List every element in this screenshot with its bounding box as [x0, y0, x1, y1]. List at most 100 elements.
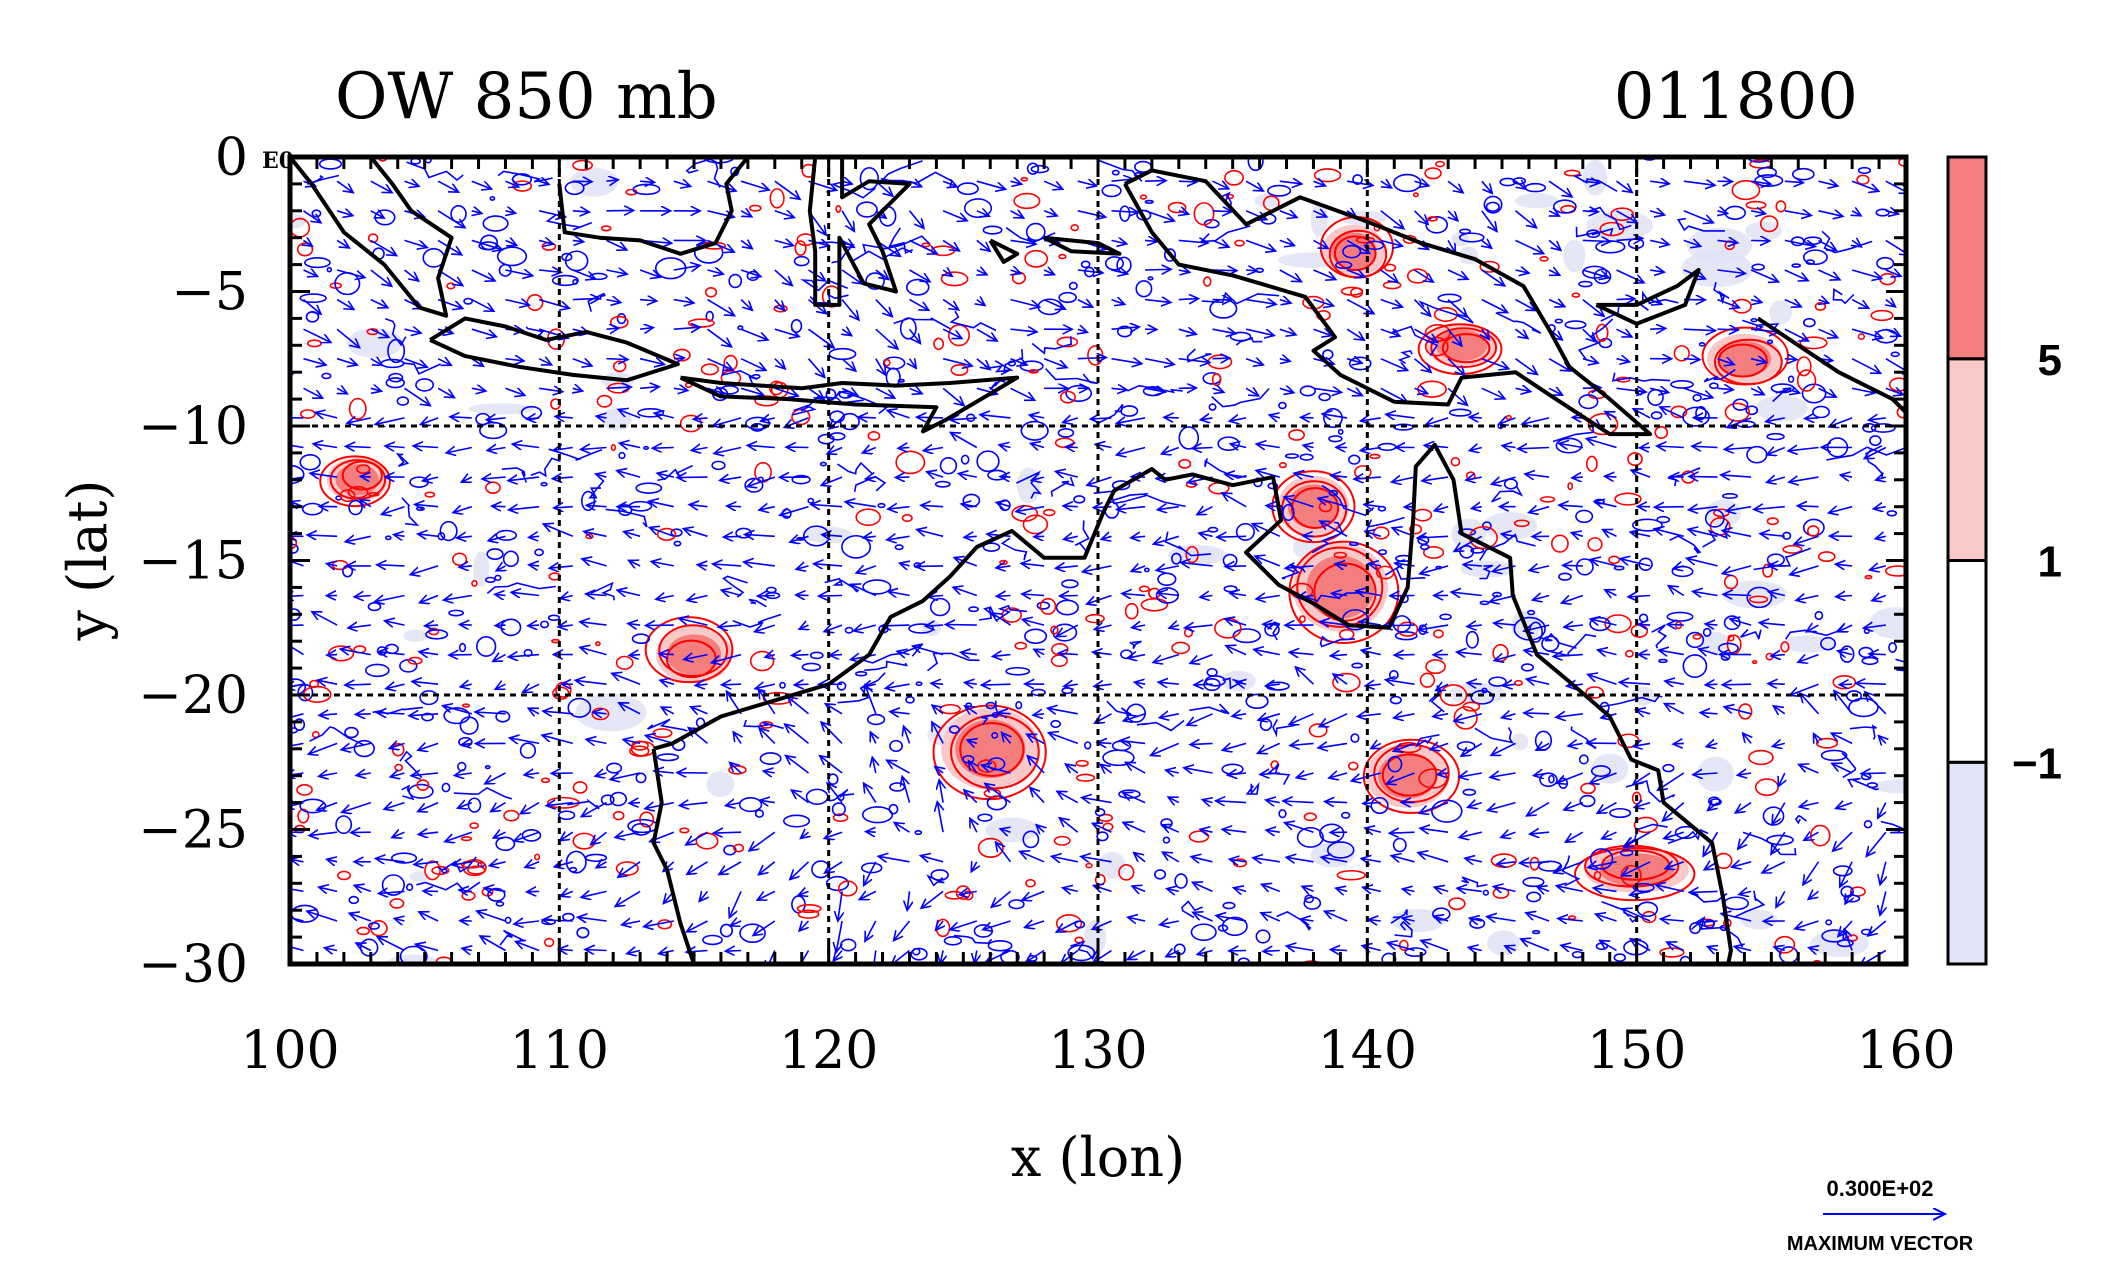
positive-contour	[1398, 939, 1409, 951]
negative-contour	[914, 829, 923, 836]
negative-contour	[1791, 263, 1802, 268]
y-tick-labels: 0 −5 −10 −15 −20 −25 −30	[138, 128, 248, 995]
positive-contour	[1654, 425, 1669, 440]
y-tick-label: −30	[138, 935, 248, 995]
wind-vector	[425, 625, 439, 626]
negative-contour	[1732, 398, 1749, 411]
negative-contour	[635, 482, 663, 494]
negative-contour	[399, 945, 428, 964]
wind-vector	[652, 448, 674, 449]
positive-contour	[1039, 597, 1057, 615]
positive-contour	[1587, 413, 1619, 436]
wind-vector	[1673, 743, 1684, 744]
wind-vector	[1655, 507, 1684, 508]
negative-contour	[1522, 876, 1545, 888]
negative-contour	[1174, 873, 1188, 889]
wind-vector	[629, 655, 641, 656]
negative-contour	[1036, 601, 1051, 610]
positive-contour	[596, 394, 613, 408]
negative-contour	[783, 814, 811, 828]
negative-contour	[889, 739, 904, 753]
positive-contour	[950, 364, 969, 376]
negative-contour	[1820, 749, 1848, 762]
reference-vector-caption: MAXIMUM VECTOR	[1787, 1233, 1974, 1255]
negative-contour	[1650, 411, 1663, 420]
negative-contour	[1431, 799, 1463, 823]
positive-contour	[796, 904, 822, 914]
wind-vector	[1861, 773, 1886, 774]
positive-contour	[297, 808, 310, 824]
wind-vector	[572, 181, 592, 182]
positive-contour	[855, 508, 882, 526]
wind-vector	[1263, 624, 1280, 625]
negative-contour	[1319, 823, 1345, 844]
y-axis-label: y (lat)	[56, 480, 119, 642]
negative-contour	[441, 782, 451, 793]
negative-contour	[635, 772, 647, 784]
negative-contour	[486, 548, 504, 560]
positive-contour	[704, 287, 718, 298]
negative-contour	[1666, 611, 1694, 622]
positive-contour	[368, 491, 380, 497]
negative-contour	[1465, 630, 1479, 649]
colorbar-segment	[1946, 155, 1988, 361]
negative-contour	[779, 681, 786, 689]
positive-contour	[1075, 773, 1096, 782]
negative-contour	[1232, 628, 1262, 644]
negative-contour	[1708, 382, 1719, 390]
wind-vector	[527, 418, 540, 419]
negative-contour	[489, 195, 496, 201]
positive-contour	[1585, 686, 1604, 699]
title-left: OW 850 mb	[335, 60, 718, 134]
wind-vector	[606, 359, 628, 360]
negative-contour	[1555, 437, 1583, 454]
wind-vector	[1717, 329, 1739, 330]
wind-vector	[360, 476, 371, 477]
positive-contour	[1766, 517, 1779, 526]
positive-contour	[1751, 659, 1758, 665]
positive-contour	[1593, 870, 1602, 881]
negative-contour	[344, 726, 359, 739]
negative-contour	[1638, 557, 1653, 571]
negative-contour	[1026, 162, 1040, 175]
negative-contour	[929, 597, 951, 617]
negative-contour	[1527, 609, 1536, 616]
negative-contour	[1439, 613, 1452, 621]
positive-contour	[1864, 574, 1873, 580]
negative-contour	[1350, 733, 1360, 743]
negative-contour	[1756, 166, 1778, 179]
negative-contour	[906, 278, 930, 296]
wind-vector	[659, 654, 674, 655]
positive-contour	[1571, 292, 1581, 298]
negative-fill	[473, 551, 490, 587]
wind-vector	[858, 417, 876, 418]
wind-vector	[945, 625, 977, 626]
negative-contour	[754, 809, 765, 818]
positive-contour	[1193, 202, 1215, 226]
negative-fill	[570, 167, 618, 197]
wind-vector	[1394, 655, 1415, 656]
colorbar-level-label: 5	[2038, 336, 2062, 385]
negative-contour	[1352, 174, 1363, 185]
wind-vector	[1705, 684, 1718, 685]
negative-contour	[985, 701, 996, 710]
negative-contour	[1178, 426, 1200, 450]
wind-vector	[830, 655, 843, 656]
wind-vector	[1582, 211, 1599, 212]
negative-contour	[673, 540, 682, 547]
positive-contour	[1336, 869, 1366, 881]
positive-contour	[1731, 180, 1761, 201]
negative-fill	[1869, 607, 1906, 639]
negative-fill	[1769, 300, 1793, 325]
positive-contour	[1539, 496, 1556, 503]
negative-contour	[825, 388, 837, 401]
wind-vector	[377, 565, 405, 566]
negative-contour	[711, 460, 726, 471]
negative-contour	[1848, 697, 1879, 718]
positive-contour	[337, 870, 352, 881]
wind-vector	[1605, 476, 1617, 477]
wind-vector	[1212, 211, 1232, 212]
wind-vector	[1145, 269, 1171, 270]
negative-contour	[801, 662, 822, 672]
